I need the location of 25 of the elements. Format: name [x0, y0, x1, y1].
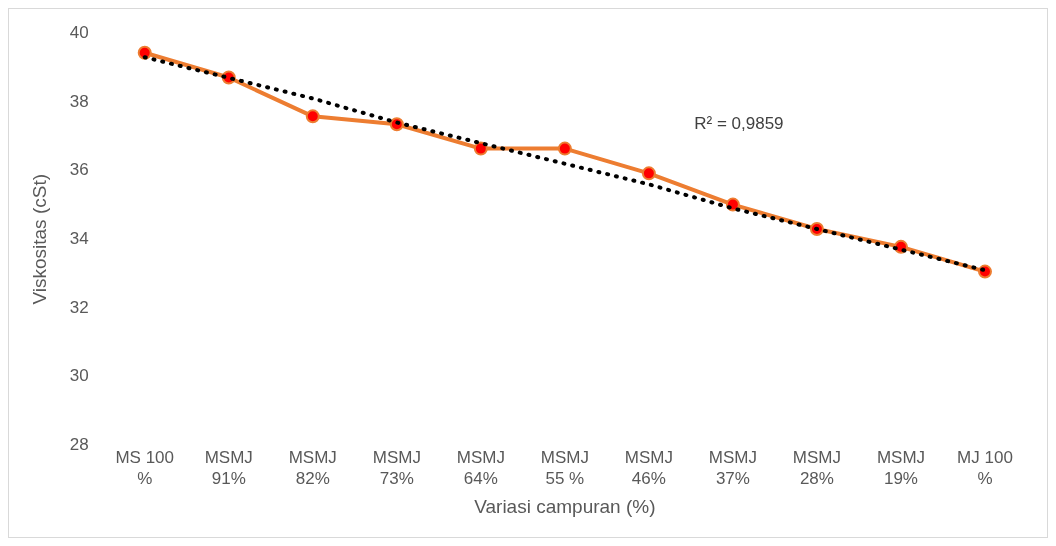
x-tick-label: MSMJ 55 % — [540, 448, 589, 488]
x-tick-label: MJ 100 % — [957, 448, 1013, 488]
x-tick-label: MSMJ 64% — [456, 448, 505, 488]
y-tick-label: 30 — [69, 366, 89, 386]
x-axis-title: Variasi campuran (%) — [474, 495, 656, 517]
x-tick-label: MSMJ 19% — [876, 448, 926, 488]
y-tick-label: 36 — [69, 160, 89, 180]
x-tick-label: MSMJ 82% — [288, 448, 337, 488]
point — [641, 166, 656, 181]
y-tick-label: 28 — [69, 435, 89, 455]
annotation: R² = 0,9859 — [694, 113, 784, 133]
y-tick-label: 34 — [69, 228, 89, 248]
x-tick-label: MSMJ 46% — [624, 448, 673, 488]
y-tick-label: 40 — [69, 22, 89, 42]
x-tick-label: MSMJ 28% — [792, 448, 842, 488]
y-tick-label: 32 — [69, 297, 89, 317]
point — [305, 109, 320, 124]
y-axis-title: Viskositas (cSt) — [28, 174, 50, 305]
y-tick-label: 38 — [69, 91, 89, 111]
x-tick-label: MSMJ 37% — [708, 448, 757, 488]
x-tick-label: MS 100 % — [115, 448, 175, 488]
x-tick-label: MSMJ 91% — [204, 448, 253, 488]
x-tick-label: MSMJ 73% — [372, 448, 421, 488]
point — [473, 141, 488, 156]
point — [557, 141, 572, 156]
